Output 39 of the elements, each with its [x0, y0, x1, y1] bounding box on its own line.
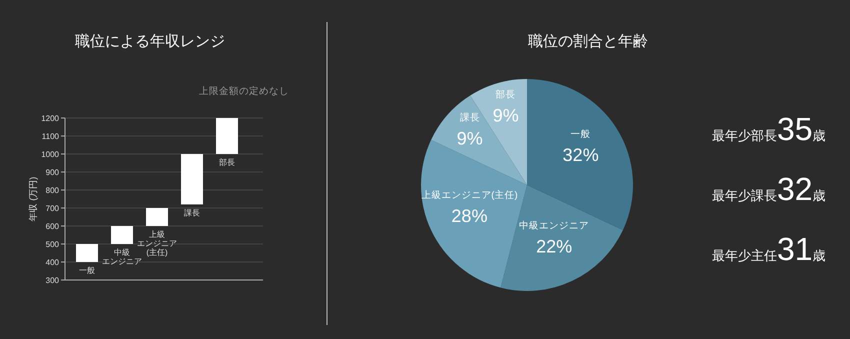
bar	[216, 118, 238, 154]
text: 歳	[812, 188, 826, 203]
y-tick-label: 800	[46, 186, 60, 195]
data-label: 9%	[456, 128, 483, 149]
data-label: 22%	[536, 236, 572, 257]
text: 歳	[812, 128, 826, 143]
y-tick-label: 500	[46, 240, 60, 249]
bar	[111, 226, 133, 244]
text: 最年少課長	[712, 188, 777, 203]
slice-label: 課長	[460, 112, 480, 124]
y-tick-label: 1100	[42, 132, 60, 141]
y-tick-label: 1200	[41, 114, 60, 123]
y-tick-label: 700	[46, 204, 60, 213]
text: 35	[777, 111, 813, 147]
y-tick-label: 400	[46, 258, 60, 267]
text: 歳	[812, 248, 826, 263]
slice-label: 一般	[570, 128, 591, 140]
text: 最年少主任	[712, 248, 777, 263]
x-tick-label: 中級エンジニア	[102, 248, 142, 266]
data-label: 32%	[562, 144, 599, 165]
y-tick-label: 300	[46, 276, 60, 285]
data-label: 28%	[451, 206, 488, 226]
bar	[76, 244, 98, 262]
y-tick-label: 1000	[41, 150, 60, 159]
bar	[181, 154, 203, 204]
text: 31	[777, 231, 813, 267]
data-label: 9%	[492, 106, 519, 126]
slice-label: 中級エンジニア	[519, 220, 590, 232]
bar	[146, 208, 168, 226]
chart-title: 職位による年収レンジ	[75, 33, 225, 50]
slice-label: 部長	[496, 88, 516, 101]
text: 上限金額の定めなし	[199, 85, 289, 97]
text: 最年少部長	[712, 128, 777, 143]
y-tick-label: 900	[46, 168, 60, 177]
chart-title: 職位の割合と年齢	[528, 33, 648, 50]
y-axis-title: 年収 (万円)	[28, 176, 38, 222]
slice-label: 上級エンジニア(主任)	[421, 189, 518, 202]
text: 32	[777, 171, 813, 207]
y-tick-label: 600	[46, 222, 60, 231]
